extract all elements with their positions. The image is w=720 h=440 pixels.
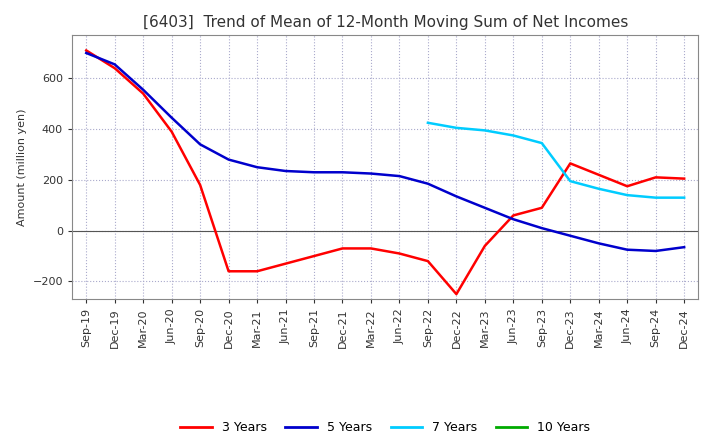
- 5 Years: [680, 245, 688, 250]
- 5 Years: [139, 87, 148, 92]
- 5 Years: [566, 233, 575, 238]
- 3 Years: [196, 182, 204, 187]
- 3 Years: [509, 213, 518, 218]
- 7 Years: [680, 195, 688, 200]
- 3 Years: [480, 243, 489, 249]
- 3 Years: [423, 258, 432, 264]
- Line: 3 Years: 3 Years: [86, 51, 684, 294]
- 7 Years: [480, 128, 489, 133]
- 3 Years: [338, 246, 347, 251]
- 5 Years: [253, 165, 261, 170]
- 7 Years: [452, 125, 461, 131]
- Line: 5 Years: 5 Years: [86, 53, 684, 251]
- 3 Years: [623, 183, 631, 189]
- 3 Years: [566, 161, 575, 166]
- Line: 7 Years: 7 Years: [428, 123, 684, 198]
- 5 Years: [595, 241, 603, 246]
- 7 Years: [509, 133, 518, 138]
- 3 Years: [282, 261, 290, 266]
- 3 Years: [253, 269, 261, 274]
- 5 Years: [452, 194, 461, 199]
- 3 Years: [310, 253, 318, 259]
- 3 Years: [652, 175, 660, 180]
- 5 Years: [167, 115, 176, 120]
- 3 Years: [395, 251, 404, 256]
- 5 Years: [196, 142, 204, 147]
- 5 Years: [110, 62, 119, 67]
- 3 Years: [139, 91, 148, 96]
- 3 Years: [110, 66, 119, 71]
- 3 Years: [82, 48, 91, 53]
- 3 Years: [366, 246, 375, 251]
- Y-axis label: Amount (million yen): Amount (million yen): [17, 108, 27, 226]
- 5 Years: [652, 248, 660, 253]
- 7 Years: [595, 186, 603, 191]
- 7 Years: [566, 179, 575, 184]
- 5 Years: [82, 50, 91, 55]
- 5 Years: [225, 157, 233, 162]
- Legend: 3 Years, 5 Years, 7 Years, 10 Years: 3 Years, 5 Years, 7 Years, 10 Years: [176, 416, 595, 439]
- 5 Years: [395, 173, 404, 179]
- 5 Years: [423, 181, 432, 186]
- 3 Years: [680, 176, 688, 181]
- 3 Years: [452, 291, 461, 297]
- 5 Years: [623, 247, 631, 253]
- 7 Years: [423, 120, 432, 125]
- 5 Years: [366, 171, 375, 176]
- 7 Years: [537, 140, 546, 146]
- Title: [6403]  Trend of Mean of 12-Month Moving Sum of Net Incomes: [6403] Trend of Mean of 12-Month Moving …: [143, 15, 628, 30]
- 5 Years: [480, 205, 489, 210]
- 5 Years: [282, 169, 290, 174]
- 3 Years: [225, 269, 233, 274]
- 5 Years: [537, 225, 546, 231]
- 7 Years: [623, 192, 631, 198]
- 7 Years: [652, 195, 660, 200]
- 3 Years: [167, 129, 176, 134]
- 5 Years: [509, 216, 518, 222]
- 3 Years: [537, 205, 546, 210]
- 5 Years: [338, 170, 347, 175]
- 5 Years: [310, 170, 318, 175]
- 3 Years: [595, 172, 603, 177]
